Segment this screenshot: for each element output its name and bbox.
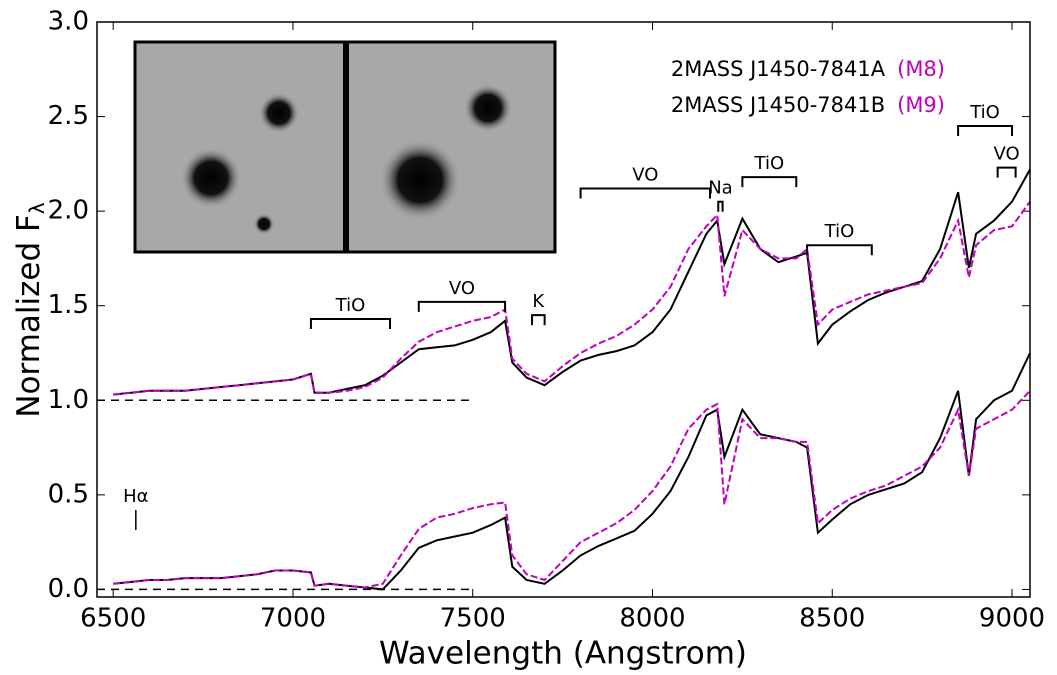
annotation-bracket	[957, 125, 1014, 137]
star-blob	[464, 84, 512, 132]
x-tick-label: 7000	[260, 604, 326, 634]
spectrum-line	[113, 390, 1031, 589]
x-tick-label: 7500	[440, 604, 506, 634]
spectrum-line	[113, 201, 1031, 396]
y-axis-label-main: Normalized F	[11, 214, 47, 417]
spectrum-line	[113, 352, 1031, 591]
legend-entry: 2MASS J1450-7841B (M9)	[671, 93, 945, 117]
y-axis-label: Normalized Fλ	[11, 202, 49, 417]
y-tick-label: 0.0	[48, 574, 89, 604]
x-tick-label: 9000	[979, 604, 1045, 634]
annotation-bracket	[806, 244, 873, 256]
annotation-label: TiO	[969, 102, 1000, 123]
legend-entry: 2MASS J1450-7841A (M8)	[671, 57, 945, 81]
inset-divider	[343, 42, 349, 252]
annotation: TiO	[806, 221, 873, 256]
y-tick-label: 2.5	[48, 101, 89, 131]
annotation-bracket	[309, 317, 392, 329]
x-tick-label: 8500	[799, 604, 865, 634]
star-blob	[380, 140, 460, 220]
annotation: Na	[708, 178, 733, 212]
annotation: VO	[579, 164, 712, 199]
annotation-label: TiO	[754, 153, 785, 174]
legend-type: (M8)	[897, 57, 945, 81]
x-tick-label: 6500	[80, 604, 146, 634]
annotation-label: K	[532, 291, 545, 312]
annotation-label: Na	[708, 178, 733, 199]
plot-frame	[96, 21, 1031, 598]
star-blob	[254, 214, 274, 234]
y-tick-label: 2.0	[48, 196, 89, 226]
annotation: TiO	[957, 102, 1014, 137]
annotation-label: VO	[632, 164, 658, 185]
annotation-label: Hα	[123, 486, 148, 507]
annotation: VO	[994, 144, 1020, 178]
annotation-bracket	[741, 176, 798, 188]
annotation-bracket	[579, 187, 712, 199]
annotation: VO	[417, 278, 507, 312]
annotation: Hα	[123, 486, 149, 530]
inset-image	[133, 40, 557, 254]
annotation-bracket	[531, 314, 546, 326]
annotation: TiO	[741, 153, 798, 188]
x-tick-label: 8000	[619, 604, 685, 634]
legend-type: (M9)	[897, 93, 945, 117]
star-blob	[259, 93, 299, 133]
annotation-bracket	[717, 200, 724, 212]
star-blob	[181, 148, 241, 208]
annotation: TiO	[309, 295, 392, 329]
annotation-bracket	[996, 166, 1017, 178]
annotation-label: VO	[449, 278, 475, 299]
annotation-bracket	[417, 300, 507, 312]
annotation: K	[531, 291, 546, 326]
y-tick-label: 1.5	[48, 290, 89, 320]
y-tick-label: 1.0	[48, 385, 89, 415]
legend-name: 2MASS J1450-7841B	[671, 93, 885, 117]
spectrum-line	[113, 169, 1031, 396]
legend-name: 2MASS J1450-7841A	[671, 57, 886, 81]
annotation-label: VO	[994, 144, 1020, 165]
y-tick-label: 3.0	[48, 7, 89, 37]
y-axis-label-sub: λ	[25, 202, 49, 214]
annotation-label: TiO	[335, 295, 366, 316]
x-axis-label: Wavelength (Angstrom)	[379, 636, 747, 672]
annotation-label: TiO	[824, 221, 855, 242]
y-tick-label: 0.5	[48, 479, 89, 509]
